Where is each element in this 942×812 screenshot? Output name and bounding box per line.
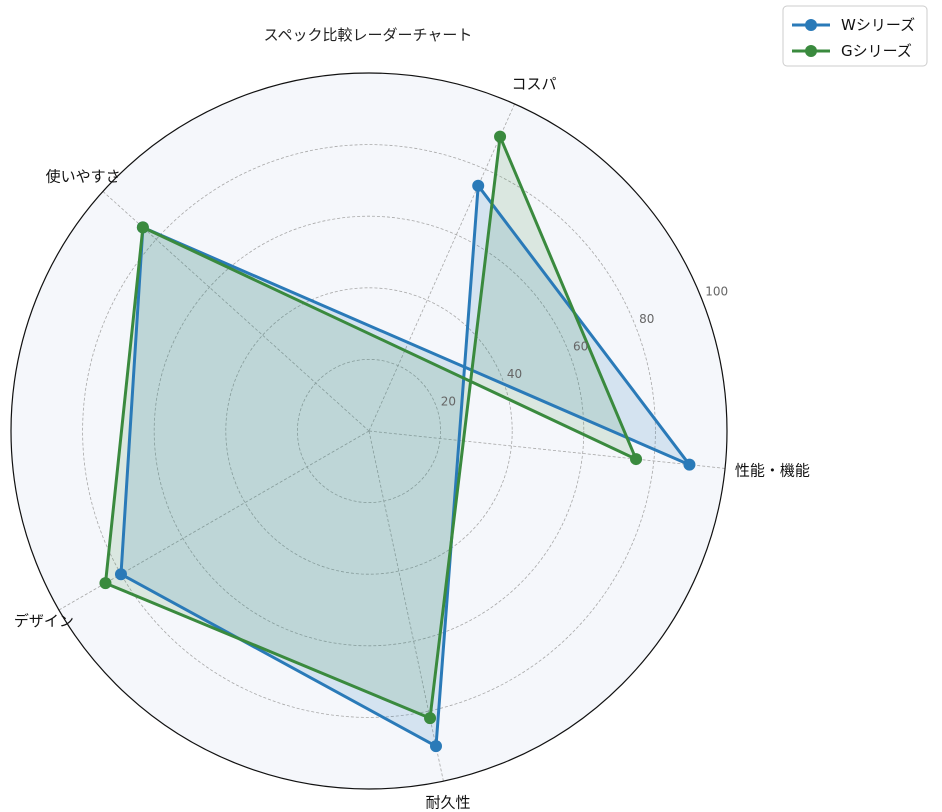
data-point — [472, 179, 485, 192]
radial-tick-labels: 20 40 60 80 100 — [441, 285, 729, 409]
data-point — [136, 221, 149, 234]
outer-frame — [10, 72, 728, 790]
series-fill — [121, 185, 690, 747]
axis-label: 性能・機能 — [735, 462, 810, 480]
data-point — [683, 458, 696, 471]
series-fill — [105, 136, 636, 719]
data-point — [630, 453, 643, 466]
legend-marker — [805, 19, 817, 31]
grid-ring — [225, 287, 513, 575]
axis-label: 使いやすさ — [46, 168, 121, 186]
grid-ring — [153, 215, 585, 647]
legend: Wシリーズ Gシリーズ — [782, 5, 928, 67]
chart-title: スペック比較レーダーチャート — [264, 26, 473, 44]
legend-label: Gシリーズ — [841, 42, 912, 60]
tick-label: 60 — [573, 340, 588, 354]
tick-label: 20 — [441, 394, 456, 408]
legend-label: Wシリーズ — [841, 16, 915, 34]
grid-ring — [296, 358, 441, 503]
axis-label: 耐久性 — [425, 794, 470, 812]
data-point — [114, 568, 127, 581]
legend-marker — [805, 45, 817, 57]
series-line — [119, 184, 691, 748]
tick-label: 40 — [507, 367, 522, 381]
data-point — [494, 130, 507, 143]
series-line — [104, 135, 638, 720]
tick-label: 100 — [705, 285, 728, 299]
data-point — [429, 740, 442, 753]
series-layer — [99, 130, 696, 753]
grid-rings — [82, 144, 656, 718]
grid-ring — [82, 144, 656, 718]
data-point — [424, 712, 437, 725]
axis-label: コスパ — [512, 75, 557, 93]
axis-label: デザイン — [14, 612, 74, 630]
data-point — [99, 577, 112, 590]
tick-label: 80 — [639, 312, 654, 326]
